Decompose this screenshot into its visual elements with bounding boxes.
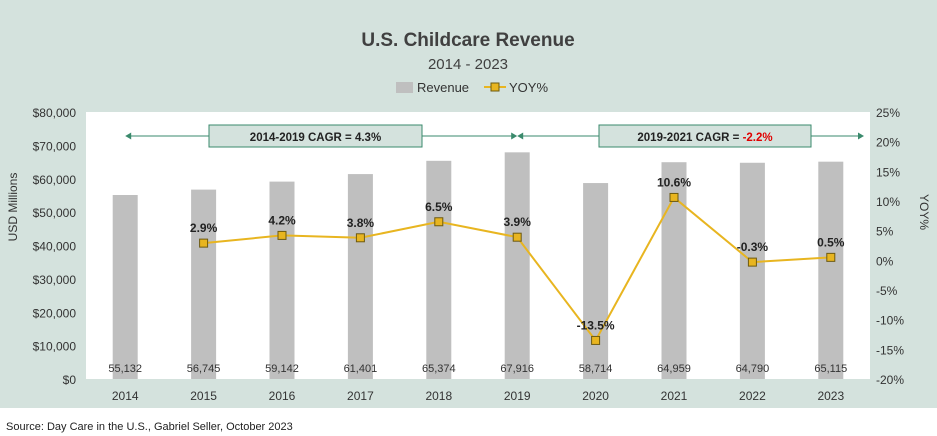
yoy-marker [591, 335, 601, 345]
chart: U.S. Childcare Revenue 2014 - 2023 Reven… [6, 30, 931, 403]
x-tick-label: 2019 [504, 389, 531, 403]
yoy-value-label: -13.5% [577, 318, 615, 332]
x-tick-label: 2022 [739, 389, 766, 403]
bars: 55,132 56,745 59,142 61,401 65,374 67,916 58,7… [108, 152, 847, 379]
bar-value-label: 55,132 [108, 363, 142, 375]
y2-tick-label: 25% [876, 106, 900, 120]
y-axis-ticks: $0 $10,000 $20,000 $30,000 $40,000 $50,000 $60… [33, 106, 77, 387]
cagr-box [598, 124, 812, 148]
bar [583, 183, 609, 379]
legend: Revenue YOY% [396, 80, 548, 95]
x-tick-label: 2015 [190, 389, 217, 403]
y-tick-label: $30,000 [33, 273, 77, 287]
bar [739, 162, 765, 379]
y2-tick-label: 0% [876, 254, 894, 268]
yoy-value-label: 6.5% [425, 200, 453, 214]
y2-tick-label: -10% [876, 314, 904, 328]
yoy-value-label: 10.6% [657, 175, 691, 189]
arrow-head [517, 132, 524, 140]
bar-value-label: 65,374 [422, 363, 456, 375]
x-axis-ticks: 2014 2015 2016 2017 2018 2019 2020 2021 2022 2023 [112, 389, 845, 403]
arrow-head [511, 132, 518, 140]
y-tick-label: $70,000 [33, 139, 77, 153]
yoy-value-label: 4.2% [268, 213, 296, 227]
bar-value-label: 67,916 [500, 363, 534, 375]
y-tick-label: $10,000 [33, 340, 77, 354]
bar [426, 160, 452, 379]
legend-yoy-label: YOY% [509, 80, 548, 95]
bar-value-label: 58,714 [579, 363, 613, 375]
source-note: Source: Day Care in the U.S., Gabriel Se… [6, 421, 293, 433]
y2-tick-label: 5% [876, 225, 894, 239]
bar [347, 174, 373, 379]
yoy-marker [826, 252, 836, 262]
x-tick-label: 2017 [347, 389, 374, 403]
y-tick-label: $20,000 [33, 306, 77, 320]
bar-value-label: 64,959 [657, 363, 691, 375]
y-axis-label: USD Millions [6, 173, 20, 242]
y2-tick-label: -5% [876, 284, 898, 298]
arrow-head [125, 132, 132, 140]
yoy-value-label: 3.9% [504, 215, 532, 229]
cagr-annotations: 2014-2019 CAGR = 4.3% 2019-2021 CAGR = -2… [125, 124, 864, 148]
x-tick-label: 2021 [661, 389, 688, 403]
yoy-marker [747, 257, 757, 267]
yoy-marker [199, 238, 209, 248]
y2-axis-label: YOY% [917, 194, 931, 230]
bar [818, 161, 844, 379]
cagr-label: 2014-2019 CAGR = 4.3% [250, 132, 381, 144]
bar [191, 189, 217, 379]
bar [112, 194, 138, 379]
x-tick-label: 2020 [582, 389, 609, 403]
x-tick-label: 2016 [269, 389, 296, 403]
x-tick-label: 2014 [112, 389, 139, 403]
y2-axis-ticks: -20% -15% -10% -5% 0% 5% 10% 15% 20% 25% [876, 106, 904, 387]
yoy-value-label: 0.5% [817, 235, 845, 249]
cagr-label: 2019-2021 CAGR = -2.2% [637, 132, 772, 144]
yoy-marker [512, 232, 522, 242]
y-tick-label: $50,000 [33, 206, 77, 220]
legend-yoy-marker [490, 82, 500, 92]
yoy-value-label: 3.8% [347, 216, 375, 230]
bar-value-label: 59,142 [265, 363, 299, 375]
y2-tick-label: 10% [876, 195, 900, 209]
y2-tick-label: -20% [876, 373, 904, 387]
y-tick-label: $0 [63, 373, 77, 387]
bar-value-label: 64,790 [736, 363, 770, 375]
legend-revenue-swatch [396, 82, 413, 93]
cagr-box [208, 124, 423, 148]
bar-value-label: 61,401 [344, 363, 378, 375]
arrow-head [858, 132, 864, 140]
x-tick-label: 2018 [425, 389, 452, 403]
yoy-marker [277, 230, 287, 240]
yoy-marker [434, 217, 444, 227]
y-tick-label: $60,000 [33, 173, 77, 187]
y2-tick-label: 20% [876, 136, 900, 150]
y2-tick-label: 15% [876, 165, 900, 179]
y-tick-label: $80,000 [33, 106, 77, 120]
bar [504, 152, 530, 379]
bar-value-label: 65,115 [814, 363, 847, 375]
yoy-marker [669, 192, 679, 202]
chart-title: U.S. Childcare Revenue [361, 30, 574, 51]
bar-value-label: 56,745 [187, 363, 221, 375]
yoy-marker [355, 233, 365, 243]
chart-subtitle: 2014 - 2023 [428, 56, 508, 73]
yoy-value-label: 2.9% [190, 221, 218, 235]
y2-tick-label: -15% [876, 343, 904, 357]
legend-revenue-label: Revenue [417, 80, 469, 95]
x-tick-label: 2023 [817, 389, 844, 403]
plot-area [86, 112, 870, 379]
bar [269, 181, 295, 379]
y-tick-label: $40,000 [33, 240, 77, 254]
yoy-value-label: -0.3% [737, 240, 769, 254]
yoy-line-series: 2.9% 4.2% 3.8% 6.5% 3.9% -13.5% 10.6% -0.3% 0.5% [190, 175, 845, 345]
